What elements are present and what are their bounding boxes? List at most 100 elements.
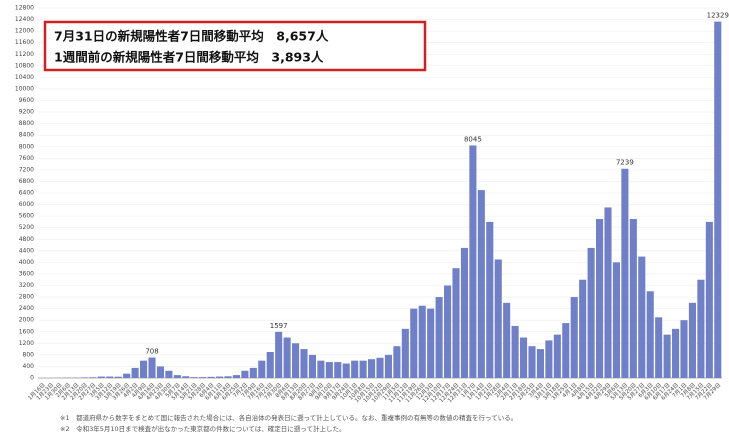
bar	[494, 259, 502, 378]
value-label: 8045	[464, 135, 482, 143]
y-tick-label: 7600	[19, 155, 34, 162]
bar	[232, 375, 240, 378]
bar	[258, 360, 266, 378]
bar	[216, 376, 224, 378]
bar	[536, 349, 544, 378]
bar	[418, 305, 426, 378]
bar	[401, 328, 409, 378]
bar	[173, 375, 181, 378]
bar	[207, 376, 215, 378]
bar	[140, 360, 148, 378]
bar	[612, 262, 620, 378]
bar	[604, 207, 612, 378]
bar	[477, 190, 485, 378]
bar	[266, 351, 274, 378]
annotation: 1週間前の新規陽性者7日間移動平均 3,893人	[54, 50, 324, 65]
bar	[688, 302, 696, 378]
bar	[460, 247, 468, 378]
y-tick-label: 400	[23, 363, 35, 370]
bar	[283, 337, 291, 378]
value-label: 1597	[270, 322, 288, 330]
bar	[156, 366, 164, 378]
y-tick-label: 2800	[19, 294, 34, 301]
bar	[106, 376, 114, 378]
bar	[663, 334, 671, 378]
bar	[655, 317, 663, 378]
bar	[714, 21, 722, 379]
y-tick-label: 2000	[19, 317, 34, 324]
bar	[123, 373, 131, 378]
y-tick-label: 12000	[15, 28, 34, 35]
bar	[359, 360, 367, 378]
note: ※2 令和3年5月10日まで検査が出なかった東京都の件数については、確定日に遡っ…	[60, 424, 345, 433]
bar	[410, 308, 418, 378]
bar	[148, 357, 156, 378]
bar	[308, 354, 316, 378]
bar	[97, 376, 105, 378]
y-tick-label: 8800	[19, 120, 34, 127]
y-tick-label: 6800	[19, 178, 34, 185]
bar	[621, 168, 629, 378]
bar	[520, 337, 528, 378]
note: ※1 都道府県から数字をまとめて国に報告された場合には、各自治体の発表日に遡って…	[60, 413, 517, 422]
bar	[469, 145, 477, 378]
bar	[427, 308, 435, 378]
y-tick-label: 10400	[15, 74, 34, 81]
bar	[80, 377, 88, 378]
bar	[351, 360, 359, 378]
y-tick-label: 6400	[19, 190, 34, 197]
bar	[393, 346, 401, 378]
y-tick-label: 12400	[15, 16, 34, 23]
y-tick-label: 0	[30, 375, 34, 382]
y-tick-label: 3200	[19, 282, 34, 289]
bar	[672, 328, 680, 378]
bar	[596, 219, 604, 378]
bar	[342, 363, 350, 378]
bar	[190, 377, 198, 378]
y-tick-label: 5200	[19, 224, 34, 231]
bar	[300, 349, 308, 378]
bar	[680, 320, 688, 378]
y-tick-label: 4000	[19, 259, 34, 266]
bar	[292, 343, 300, 378]
y-tick-label: 1600	[19, 328, 34, 335]
bar	[646, 291, 654, 378]
bar	[705, 221, 713, 378]
y-tick-label: 1200	[19, 340, 34, 347]
y-tick-label: 9600	[19, 97, 34, 104]
bar	[435, 297, 443, 378]
bar	[452, 268, 460, 378]
y-tick-label: 800	[23, 351, 35, 358]
bar	[444, 285, 452, 378]
bar	[629, 219, 637, 378]
y-tick-label: 11200	[15, 51, 34, 58]
bar	[249, 367, 257, 378]
bar	[697, 279, 705, 378]
y-tick-label: 7200	[19, 166, 34, 173]
bar	[486, 221, 494, 378]
bar	[511, 325, 519, 378]
bar	[165, 370, 173, 378]
y-tick-label: 12800	[15, 5, 34, 12]
bar	[89, 377, 97, 378]
y-tick-label: 10000	[15, 85, 34, 92]
y-tick-label: 8000	[19, 143, 34, 150]
value-label: 708	[145, 348, 158, 356]
bar	[528, 346, 536, 378]
y-tick-label: 4400	[19, 247, 34, 254]
value-label: 12329	[707, 12, 729, 20]
y-tick-label: 2400	[19, 305, 34, 312]
bar	[182, 376, 190, 378]
bar	[587, 247, 595, 378]
bar	[384, 354, 392, 378]
bar	[579, 279, 587, 378]
bar	[553, 334, 561, 378]
bar	[224, 376, 232, 378]
bar	[317, 360, 325, 378]
bar	[570, 297, 578, 378]
annotation-box	[43, 20, 427, 72]
bar	[376, 357, 384, 378]
bar	[275, 331, 283, 378]
value-label: 7239	[616, 159, 634, 167]
